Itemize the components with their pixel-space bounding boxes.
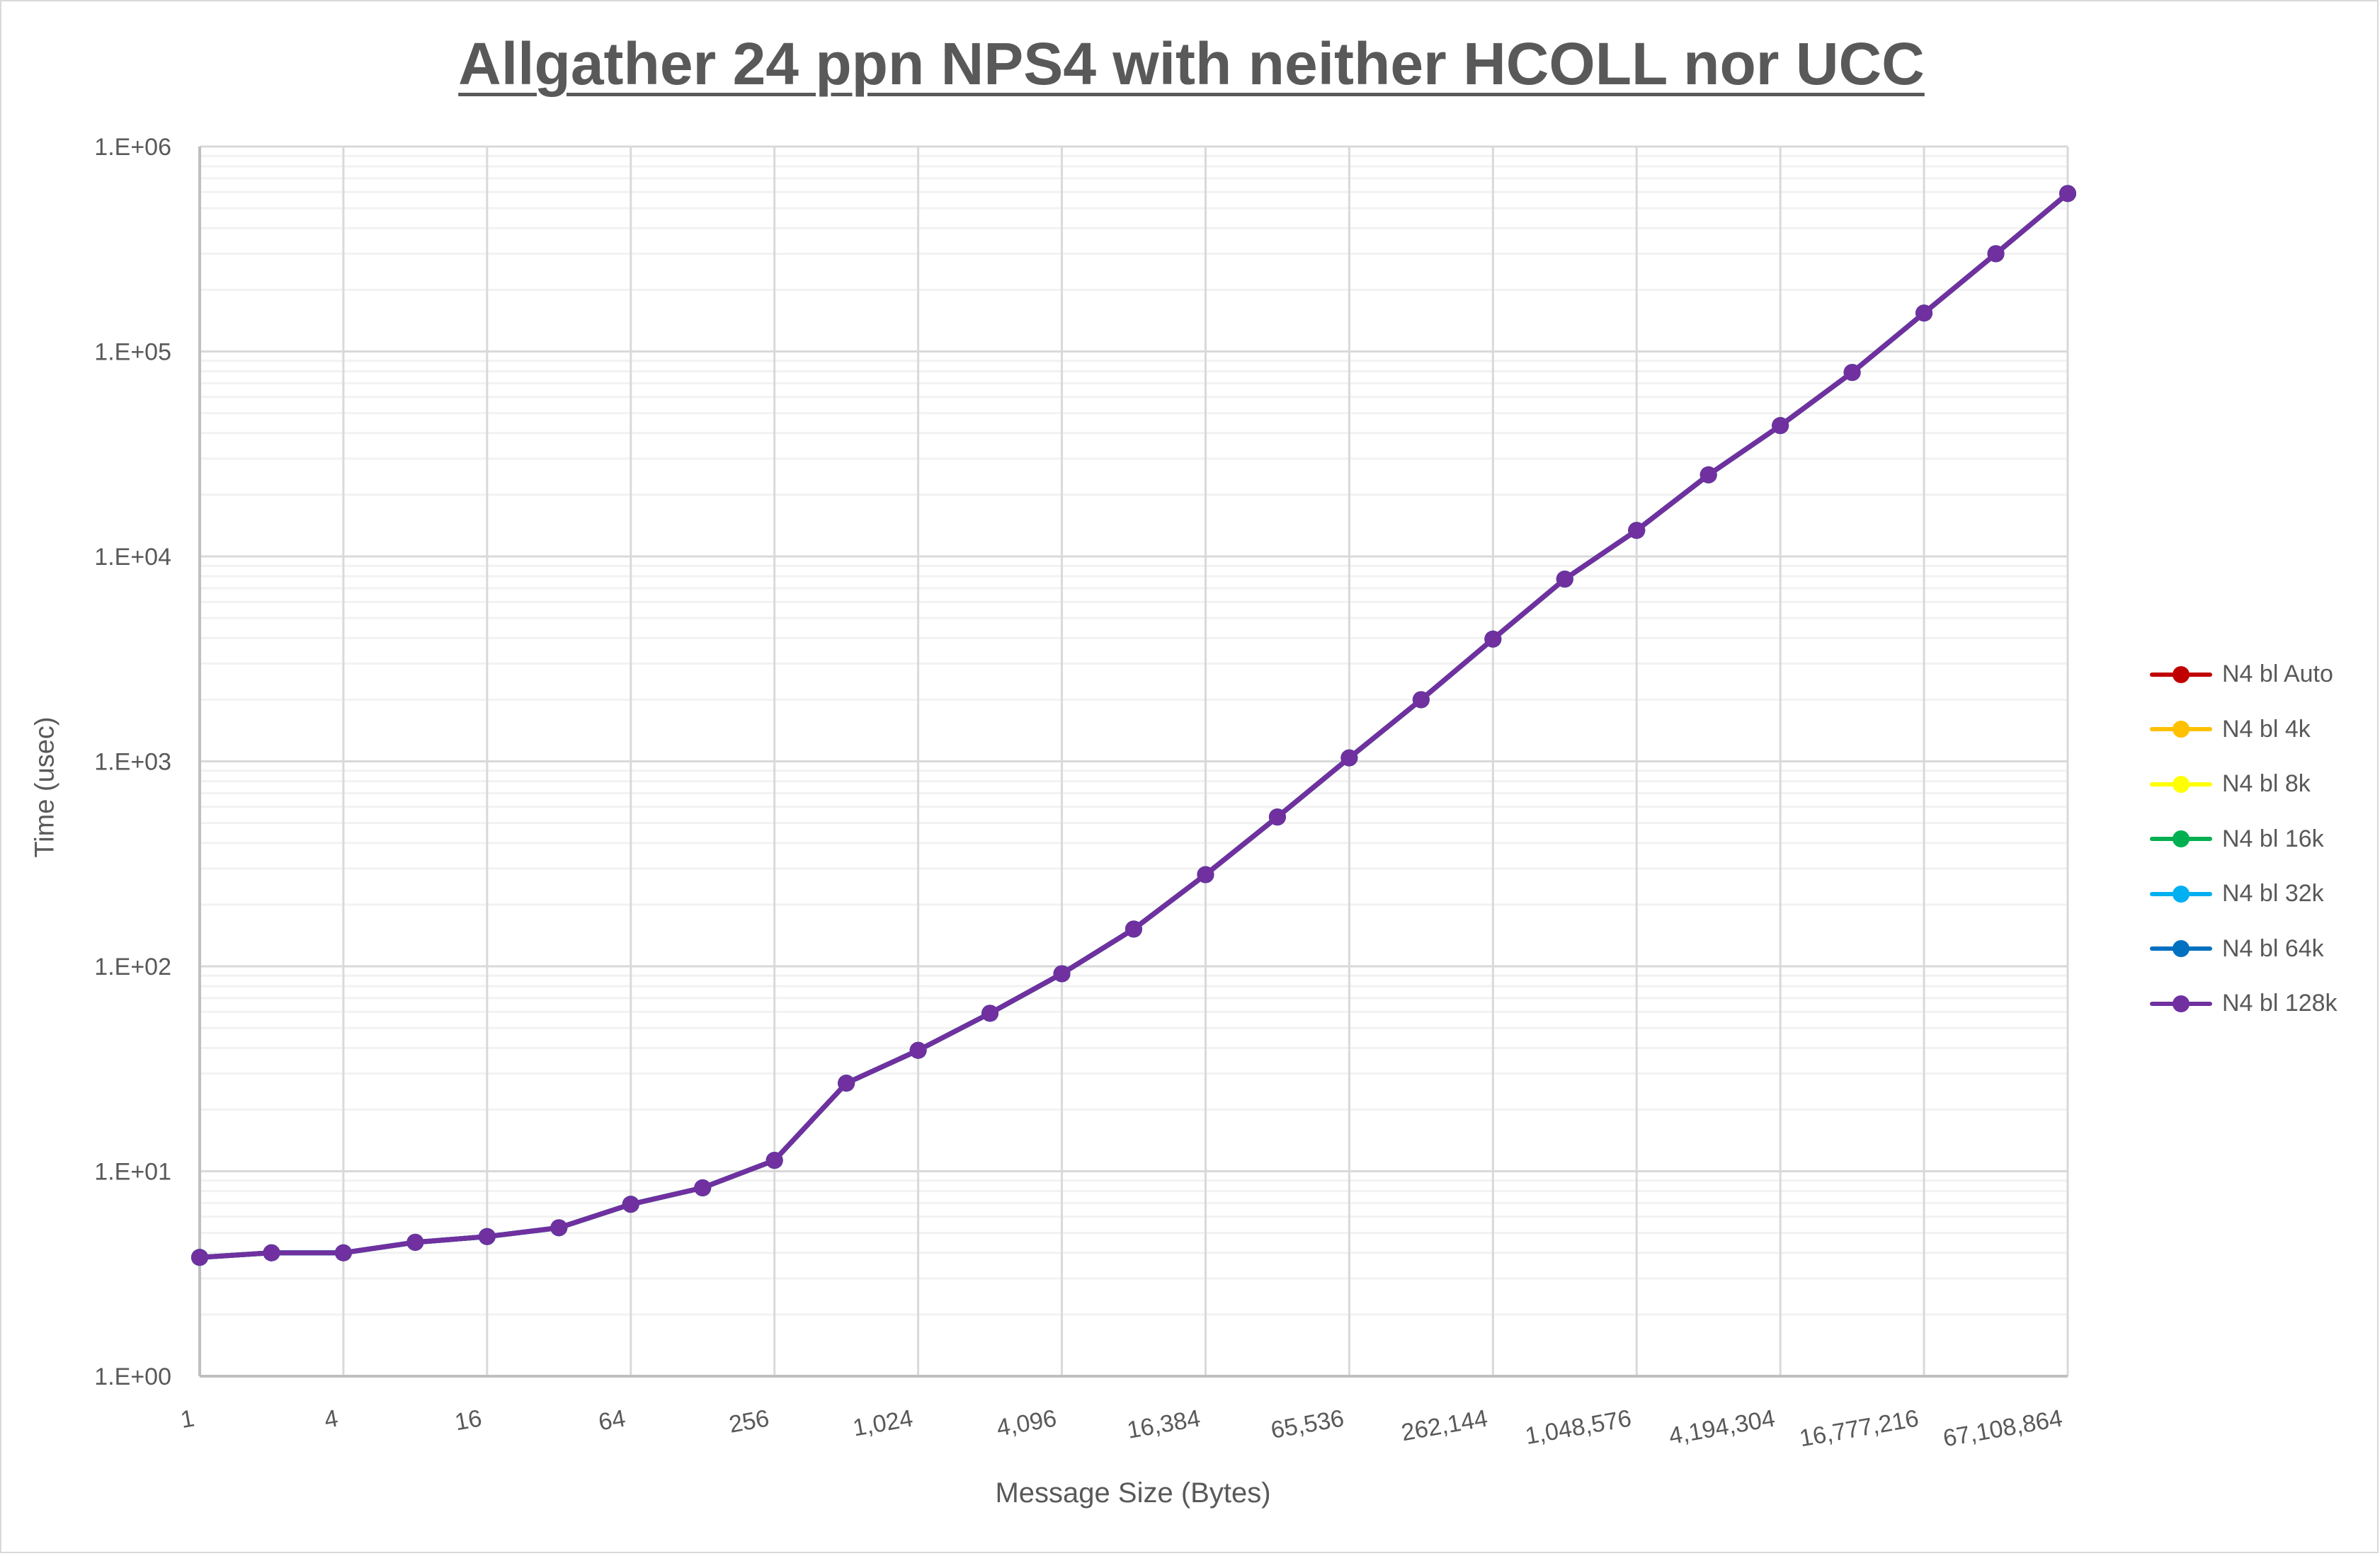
legend-label: N4 bl 4k <box>2222 715 2311 743</box>
data-point <box>1556 571 1573 588</box>
data-point <box>1699 466 1717 484</box>
series-line <box>191 185 2076 1266</box>
legend-item[interactable]: N4 bl Auto <box>2147 647 2338 702</box>
data-point <box>1340 749 1358 767</box>
x-tick-labels: 1 4 16 64 256 1,024 4,096 16,384 65,536 262,144 1,… <box>178 1405 2064 1452</box>
legend-marker-icon <box>2147 665 2215 683</box>
data-point <box>2059 185 2076 202</box>
series-line <box>191 185 2076 1266</box>
legend: N4 bl Auto N4 bl 4k N4 bl 8k N4 bl 16k N4 bl… <box>2147 647 2338 1031</box>
y-tick-labels: 1.E+00 1.E+01 1.E+02 1.E+03 1.E+04 1.E+05 1.E+… <box>94 134 171 1390</box>
legend-label: N4 bl 64k <box>2222 934 2324 962</box>
series-line <box>191 185 2076 1266</box>
data-point <box>1125 920 1142 938</box>
x-tick-label: 1,024 <box>851 1405 915 1441</box>
data-point <box>191 1249 208 1266</box>
x-tick-label: 262,144 <box>1399 1405 1490 1446</box>
legend-item[interactable]: N4 bl 16k <box>2147 812 2338 867</box>
legend-marker-icon <box>2147 775 2215 793</box>
legend-marker-icon <box>2147 885 2215 903</box>
series-line <box>191 185 2076 1266</box>
data-point <box>1628 522 1646 539</box>
x-tick-label: 4,194,304 <box>1667 1405 1777 1450</box>
series-line <box>191 185 2076 1266</box>
x-tick-label: 1,048,576 <box>1523 1405 1634 1450</box>
legend-marker-icon <box>2147 995 2215 1012</box>
legend-label: N4 bl 8k <box>2222 770 2311 798</box>
data-point <box>694 1179 712 1196</box>
data-point <box>406 1233 424 1251</box>
series-line <box>191 185 2076 1266</box>
y-tick-label: 1.E+01 <box>94 1159 171 1186</box>
y-tick-label: 1.E+05 <box>94 339 171 366</box>
legend-label: N4 bl 16k <box>2222 825 2324 852</box>
legend-marker-icon <box>2147 940 2215 958</box>
y-tick-label: 1.E+06 <box>94 134 171 161</box>
minor-gridlines <box>200 154 2068 1316</box>
data-series <box>191 185 2076 1266</box>
data-point <box>1772 417 1789 435</box>
legend-item[interactable]: N4 bl 4k <box>2147 702 2338 757</box>
x-tick-label: 256 <box>727 1405 771 1438</box>
axes <box>198 147 2068 1378</box>
x-tick-label: 1 <box>178 1405 196 1434</box>
legend-label: N4 bl Auto <box>2222 660 2333 688</box>
data-point <box>1484 630 1502 648</box>
data-point <box>1197 866 1214 883</box>
legend-marker-icon <box>2147 830 2215 848</box>
data-point <box>1915 304 1933 322</box>
data-point <box>981 1005 999 1022</box>
x-tick-label: 16 <box>452 1405 484 1436</box>
x-tick-label: 16,384 <box>1125 1405 1202 1443</box>
data-point <box>1053 965 1071 983</box>
data-point <box>1268 808 1286 826</box>
x-tick-label: 64 <box>596 1405 627 1436</box>
y-tick-label: 1.E+00 <box>94 1363 171 1390</box>
major-gridlines <box>200 145 2069 1378</box>
chart-title: Allgather 24 ppn NPS4 with neither HCOLL… <box>458 30 1925 97</box>
y-tick-label: 1.E+04 <box>94 544 171 571</box>
legend-item[interactable]: N4 bl 64k <box>2147 922 2338 977</box>
y-tick-label: 1.E+03 <box>94 749 171 776</box>
x-tick-label: 4 <box>322 1405 340 1434</box>
data-point <box>1843 364 1861 382</box>
x-tick-label: 67,108,864 <box>1941 1405 2064 1452</box>
data-point <box>334 1244 352 1262</box>
legend-item[interactable]: N4 bl 128k <box>2147 976 2338 1031</box>
data-point <box>263 1244 280 1262</box>
data-point <box>765 1152 783 1169</box>
data-point <box>622 1196 639 1213</box>
data-point <box>1987 245 2005 263</box>
legend-marker-icon <box>2147 721 2215 738</box>
data-point <box>550 1219 568 1237</box>
data-point <box>478 1228 496 1245</box>
y-tick-label: 1.E+02 <box>94 954 171 980</box>
data-point <box>1412 691 1430 709</box>
data-point <box>838 1075 855 1092</box>
legend-item[interactable]: N4 bl 8k <box>2147 757 2338 812</box>
x-tick-label: 16,777,216 <box>1797 1405 1920 1452</box>
legend-label: N4 bl 128k <box>2222 990 2338 1017</box>
x-tick-label: 65,536 <box>1269 1405 1346 1443</box>
series-line <box>191 185 2076 1266</box>
x-axis-label: Message Size (Bytes) <box>995 1477 1271 1509</box>
data-point <box>909 1041 927 1059</box>
legend-label: N4 bl 32k <box>2222 880 2324 908</box>
x-tick-label: 4,096 <box>995 1405 1059 1441</box>
legend-item[interactable]: N4 bl 32k <box>2147 866 2338 922</box>
